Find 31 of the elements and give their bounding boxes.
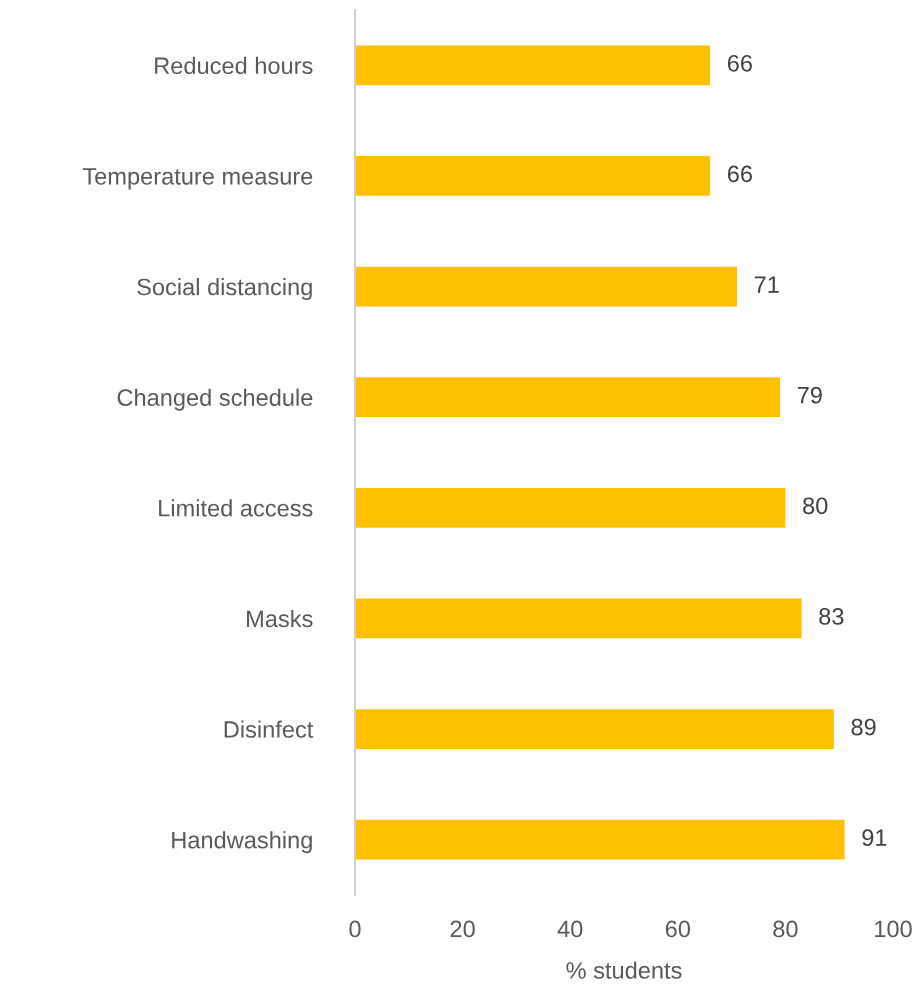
x-tick-label: 100 <box>875 920 912 938</box>
x-tick-label: 40 <box>557 920 583 938</box>
y-tick-label: Limited access <box>159 499 313 517</box>
x-tick-label: 80 <box>773 920 798 938</box>
y-tick-label: Masks <box>247 609 313 628</box>
x-tick-label: 60 <box>665 920 691 938</box>
data-label: 80 <box>803 497 828 515</box>
y-tick-label: Temperature measure <box>82 168 313 190</box>
y-tick-label: Handwashing <box>172 831 312 854</box>
bar <box>355 819 845 860</box>
y-tick-label: Changed schedule <box>117 388 313 411</box>
bar <box>355 598 802 639</box>
data-label: 79 <box>797 386 822 404</box>
bar <box>355 45 711 86</box>
data-label: 89 <box>851 718 876 736</box>
x-axis-title: % students <box>566 961 682 979</box>
data-label: 71 <box>754 276 779 293</box>
y-tick-label: Disinfect <box>224 720 314 738</box>
data-label: 66 <box>727 165 752 183</box>
y-tick-label: Social distancing <box>137 278 312 301</box>
y-tick-label: Reduced hours <box>155 56 313 75</box>
bar <box>355 377 781 418</box>
x-tick-label: 20 <box>450 920 475 938</box>
bar <box>355 266 737 307</box>
bar <box>355 487 786 528</box>
data-label: 83 <box>819 608 844 625</box>
bar <box>355 156 711 196</box>
x-tick-label: 0 <box>349 920 361 938</box>
bar <box>355 709 834 749</box>
data-label: 91 <box>862 829 887 847</box>
data-label: 66 <box>727 54 752 72</box>
